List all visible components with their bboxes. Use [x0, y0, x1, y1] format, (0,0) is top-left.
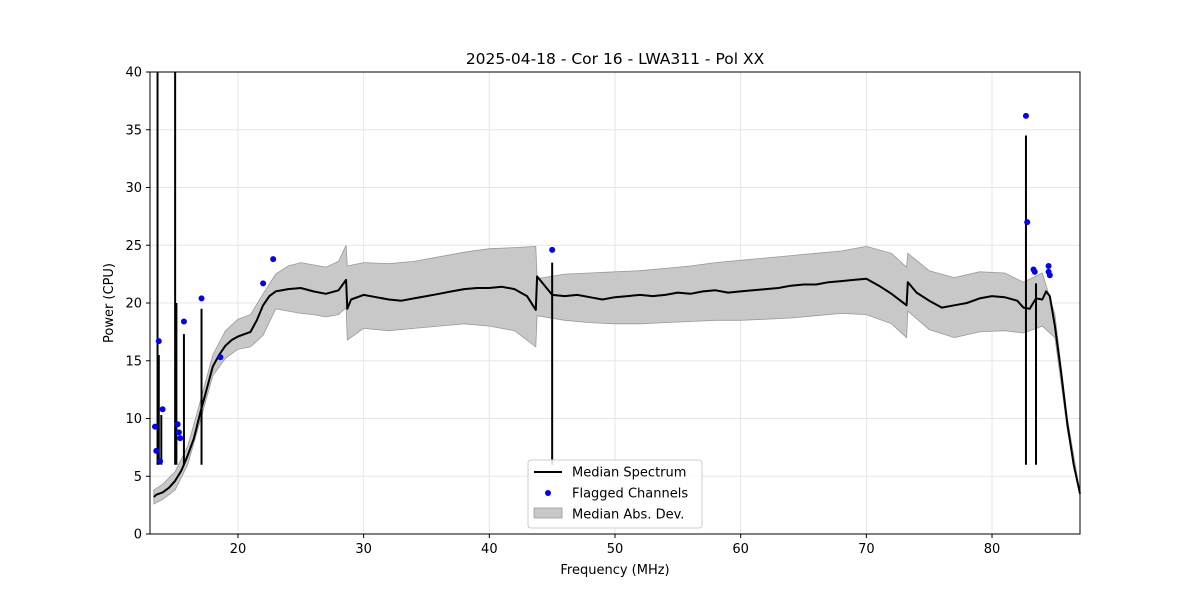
flagged-channel-point [217, 354, 224, 361]
flagged-channel-point [152, 423, 159, 430]
flagged-channel-point [180, 318, 187, 325]
median-spectrum-series [153, 72, 1081, 498]
y-tick-label: 40 [125, 66, 142, 81]
flagged-channel-point [175, 429, 182, 436]
y-tick-label: 5 [134, 470, 142, 485]
legend-label-flagged: Flagged Channels [572, 487, 688, 502]
x-tick-label: 60 [732, 542, 749, 557]
flagged-channel-point [174, 421, 181, 428]
legend-label-median: Median Spectrum [572, 466, 686, 481]
flagged-channels-series [152, 112, 1053, 465]
flagged-channel-point [1046, 272, 1053, 279]
y-tick-label: 15 [125, 354, 142, 369]
y-tick-label: 30 [125, 181, 142, 196]
y-axis-label: Power (CPU) [102, 263, 117, 343]
flagged-channel-point [159, 406, 166, 413]
x-axis-label: Frequency (MHz) [560, 563, 669, 578]
x-tick-label: 80 [984, 542, 1001, 557]
flagged-channel-point [198, 295, 205, 302]
y-tick-label: 20 [125, 297, 142, 312]
legend: Median Spectrum Flagged Channels Median … [527, 459, 703, 529]
chart-title: 2025-04-18 - Cor 16 - LWA311 - Pol XX [466, 50, 765, 68]
legend-swatch-flagged [545, 490, 551, 496]
legend-box [527, 459, 703, 529]
flagged-channel-point [260, 280, 267, 287]
legend-label-mad: Median Abs. Dev. [572, 508, 684, 523]
flagged-channel-point [549, 246, 556, 253]
x-tick-label: 20 [230, 542, 247, 557]
y-tick-label: 10 [125, 412, 142, 427]
x-tick-label: 50 [607, 542, 624, 557]
x-tick-label: 30 [355, 542, 372, 557]
x-tick-label: 40 [481, 542, 498, 557]
flagged-channel-point [157, 458, 164, 465]
flagged-channel-point [155, 338, 162, 345]
flagged-channel-point [177, 435, 184, 442]
y-tick-label: 0 [134, 528, 142, 543]
x-tick-label: 70 [858, 542, 875, 557]
flagged-channel-point [1031, 268, 1038, 275]
y-tick-label: 35 [125, 123, 142, 138]
y-tick-label: 25 [125, 239, 142, 254]
flagged-channel-point [1022, 112, 1029, 119]
legend-swatch-mad [533, 507, 563, 519]
median-spectrum-line [153, 275, 1081, 498]
axis-ticks: 20 30 40 50 60 70 80 0 5 10 15 20 25 30 35 40 [125, 66, 1000, 558]
flagged-channel-point [1045, 263, 1052, 270]
flagged-channel-point [1024, 219, 1031, 226]
flagged-channel-point [270, 256, 277, 263]
flagged-channel-point [153, 447, 160, 454]
